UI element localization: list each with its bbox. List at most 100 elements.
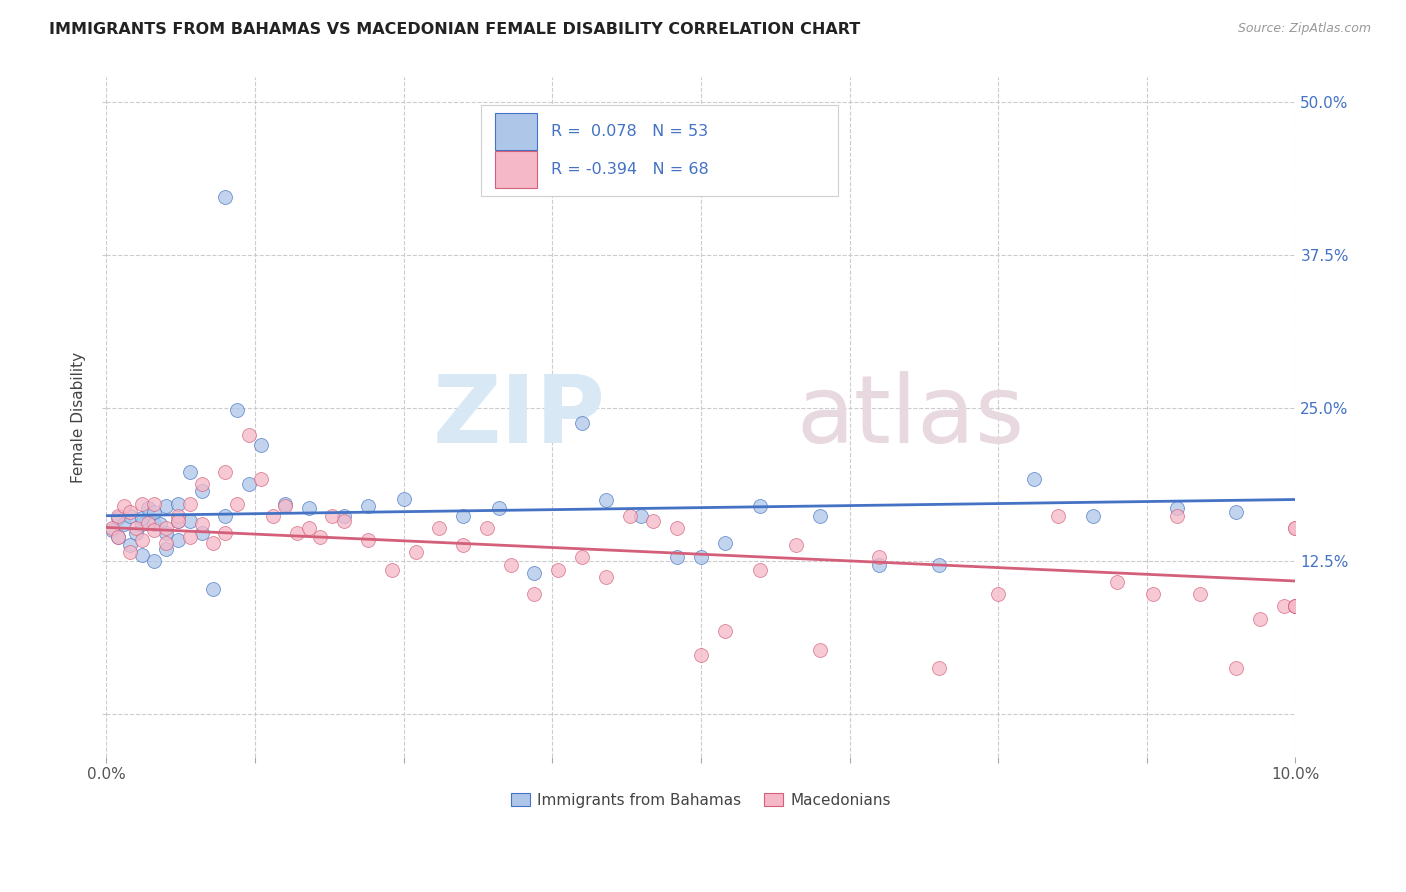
Text: Source: ZipAtlas.com: Source: ZipAtlas.com [1237,22,1371,36]
Point [107,508,129,523]
Point [713,535,735,549]
Point [214,190,236,204]
Point [1284,599,1306,614]
Point [297,501,319,516]
Text: atlas: atlas [796,371,1025,463]
Point [1189,587,1212,601]
Point [107,511,129,525]
Point [1166,508,1188,523]
Point [179,496,201,510]
Point [166,514,188,528]
Point [523,566,546,581]
Point [488,501,510,516]
Point [523,587,546,601]
Text: ZIP: ZIP [433,371,606,463]
Point [238,428,260,442]
Point [120,538,142,552]
Point [155,541,177,556]
Point [749,499,772,513]
Point [1142,587,1164,601]
Point [333,508,356,523]
Point [643,514,665,528]
Point [666,550,689,565]
Point [547,563,569,577]
Point [120,545,142,559]
Point [190,517,212,532]
Point [595,570,617,584]
Point [571,550,593,565]
Point [595,492,617,507]
Point [250,472,273,486]
Point [202,582,225,597]
Point [1284,599,1306,614]
Point [142,554,165,568]
Point [321,508,343,523]
Point [285,525,308,540]
Point [101,521,124,535]
Point [1272,599,1295,614]
Point [179,514,201,528]
Legend: Immigrants from Bahamas, Macedonians: Immigrants from Bahamas, Macedonians [505,787,897,814]
Point [808,508,831,523]
Point [1083,508,1105,523]
Point [808,643,831,657]
Point [571,416,593,430]
Point [131,517,153,532]
Point [690,648,713,663]
Point [309,530,332,544]
Point [120,505,142,519]
Point [142,517,165,532]
Text: R =  0.078   N = 53: R = 0.078 N = 53 [551,124,709,139]
Point [166,508,188,523]
Bar [495,151,537,188]
Point [928,558,950,572]
Text: IMMIGRANTS FROM BAHAMAS VS MACEDONIAN FEMALE DISABILITY CORRELATION CHART: IMMIGRANTS FROM BAHAMAS VS MACEDONIAN FE… [49,22,860,37]
Point [619,508,641,523]
Point [142,505,165,519]
Point [136,501,159,516]
Point [868,558,890,572]
Point [166,496,188,510]
Point [190,484,212,499]
Point [1284,521,1306,535]
Point [1284,599,1306,614]
Point [427,521,450,535]
FancyBboxPatch shape [481,104,838,196]
Point [274,499,297,513]
Point [499,558,522,572]
Point [274,496,297,510]
Point [214,508,236,523]
Point [226,496,249,510]
Point [262,508,284,523]
Point [142,524,165,538]
Point [202,535,225,549]
Point [166,514,188,528]
Point [155,499,177,513]
Point [1284,521,1306,535]
Point [125,525,148,540]
Point [112,499,135,513]
Bar [495,112,537,150]
Point [297,521,319,535]
Text: R = -0.394   N = 68: R = -0.394 N = 68 [551,162,709,177]
Point [987,587,1010,601]
Point [868,550,890,565]
Point [142,496,165,510]
Point [630,508,652,523]
Point [713,624,735,638]
Point [155,525,177,540]
Point [214,465,236,479]
Point [131,496,153,510]
Point [1225,505,1247,519]
Point [250,438,273,452]
Point [179,530,201,544]
Point [214,525,236,540]
Point [451,538,474,552]
Point [190,525,212,540]
Point [475,521,498,535]
Point [333,514,356,528]
Point [238,477,260,491]
Point [101,524,124,538]
Y-axis label: Female Disability: Female Disability [72,351,86,483]
Point [155,535,177,549]
